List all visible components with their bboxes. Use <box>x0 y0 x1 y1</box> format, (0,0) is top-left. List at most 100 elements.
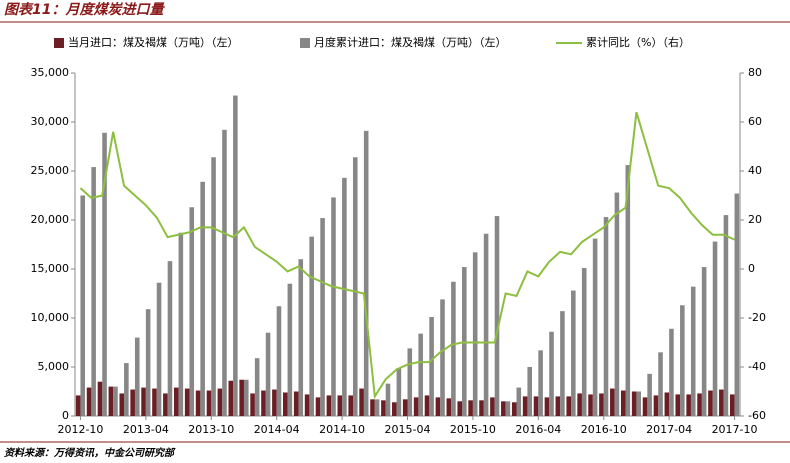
bar <box>119 393 125 416</box>
bar <box>571 290 576 416</box>
bar <box>200 181 205 416</box>
bar <box>86 387 92 416</box>
bar <box>451 281 456 416</box>
bar <box>490 397 495 416</box>
bar <box>440 299 445 416</box>
bar <box>686 394 691 416</box>
bar <box>326 395 332 416</box>
bar <box>370 399 375 416</box>
bar <box>446 398 452 416</box>
bar <box>134 337 140 416</box>
bar <box>708 390 713 416</box>
y2-tick-label: -60 <box>748 409 766 422</box>
y-tick-label: 25,000 <box>31 164 70 177</box>
y-tick-label: 5,000 <box>38 360 70 373</box>
bar <box>385 383 391 416</box>
bar <box>124 363 129 416</box>
bar <box>533 396 539 416</box>
y-tick-label: 35,000 <box>31 66 70 79</box>
bar <box>189 207 195 416</box>
bar <box>130 389 135 416</box>
bar <box>283 392 288 416</box>
legend-swatch <box>300 38 310 48</box>
bar <box>178 232 184 416</box>
bar <box>457 401 463 416</box>
legend-label: 累计同比（%）（右） <box>586 35 690 49</box>
x-tick-label: 2015-04 <box>385 423 431 436</box>
bar <box>483 233 489 416</box>
legend-label: 当月进口：煤及褐煤（万吨）（左） <box>68 35 239 49</box>
bar <box>337 395 343 416</box>
bar <box>152 388 157 416</box>
bar <box>91 167 96 416</box>
bar <box>359 388 364 416</box>
bar <box>620 390 626 416</box>
bar <box>156 282 162 416</box>
x-tick-label: 2017-10 <box>712 423 758 436</box>
bar <box>653 395 659 416</box>
bar <box>195 390 201 416</box>
bar <box>712 241 718 416</box>
chart-title: 图表11：月度煤炭进口量 <box>4 1 165 18</box>
bar <box>261 390 266 416</box>
x-tick-label: 2013-10 <box>188 423 234 436</box>
y2-tick-label: 80 <box>748 66 762 79</box>
bar <box>566 396 572 416</box>
bar <box>97 381 103 416</box>
bar <box>239 379 244 416</box>
bar <box>331 197 336 416</box>
bar <box>298 259 304 416</box>
bar <box>669 328 674 416</box>
source: 资料来源：万得资讯，中金公司研究部 <box>4 447 176 459</box>
y2-tick-label: 20 <box>748 213 762 226</box>
bar <box>363 130 369 416</box>
bar <box>211 157 216 416</box>
bar <box>625 165 631 416</box>
bar <box>472 252 478 416</box>
bar <box>293 391 299 416</box>
bar <box>102 132 107 416</box>
bar <box>217 388 223 416</box>
y2-tick-label: -20 <box>748 311 766 324</box>
bar <box>636 391 642 416</box>
bar <box>184 388 190 416</box>
bar <box>250 393 255 416</box>
bar <box>577 393 582 416</box>
y-tick-label: 15,000 <box>31 262 70 275</box>
y-tick-label: 20,000 <box>31 213 70 226</box>
bar <box>544 397 550 416</box>
bar <box>511 402 517 416</box>
bar <box>719 389 724 416</box>
bar <box>429 317 434 416</box>
bar <box>407 348 413 416</box>
bar <box>309 236 314 416</box>
bar <box>348 395 353 416</box>
bar <box>494 216 500 416</box>
bar <box>647 373 652 416</box>
y-tick-label: 0 <box>62 409 69 422</box>
y2-tick-label: 0 <box>748 262 755 275</box>
bar <box>599 393 604 416</box>
y-tick-label: 10,000 <box>31 311 70 324</box>
bar <box>734 193 740 416</box>
bar <box>501 401 506 416</box>
bar <box>522 396 528 416</box>
bar <box>402 399 408 416</box>
bar <box>381 400 386 416</box>
bar <box>631 391 637 416</box>
legend-swatch <box>54 38 64 48</box>
bar <box>516 387 522 416</box>
bar <box>342 177 347 416</box>
x-tick-label: 2015-10 <box>450 423 496 436</box>
bar <box>538 350 543 416</box>
bar <box>555 396 561 416</box>
bar <box>163 393 168 416</box>
x-tick-label: 2016-10 <box>581 423 627 436</box>
bar <box>603 217 609 416</box>
bar <box>392 402 397 416</box>
bar <box>729 394 735 416</box>
bar <box>658 352 663 416</box>
bar <box>265 332 271 416</box>
bar <box>287 283 293 416</box>
